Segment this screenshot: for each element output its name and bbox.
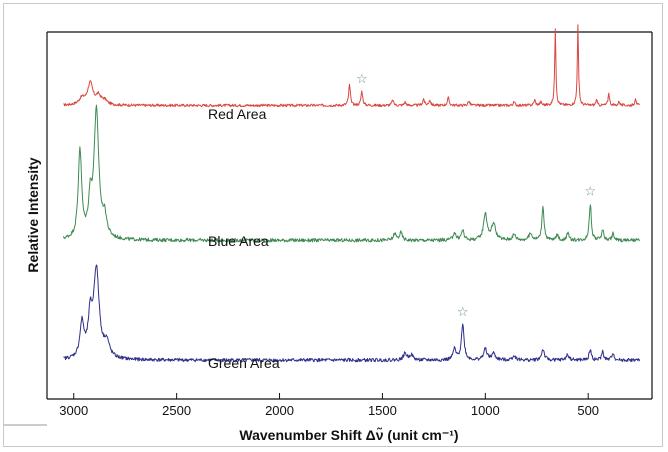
series-line-red-area bbox=[63, 24, 640, 108]
x-axis-title: Wavenumber Shift Δν̃ (unit cm⁻¹) bbox=[239, 426, 458, 443]
x-tick-label: 1500 bbox=[368, 403, 397, 418]
peak-markers: ☆ ☆ ☆ bbox=[356, 72, 596, 320]
series-label: Green Area bbox=[208, 355, 280, 371]
series-label: Red Area bbox=[208, 106, 267, 122]
series-line-green-area bbox=[63, 264, 641, 363]
x-tick-label: 2500 bbox=[162, 403, 191, 418]
y-axis-title: Relative Intensity bbox=[25, 157, 41, 272]
x-tick-label: 1000 bbox=[471, 403, 500, 418]
x-tick-label: 3000 bbox=[59, 403, 88, 418]
series-line-blue-area bbox=[63, 104, 641, 243]
star-icon: ☆ bbox=[584, 184, 596, 199]
star-icon: ☆ bbox=[457, 305, 469, 320]
series-label: Blue Area bbox=[208, 233, 269, 249]
x-tick-label: 2000 bbox=[265, 403, 294, 418]
x-ticks: 3000 2500 2000 1500 1000 500 bbox=[59, 393, 599, 418]
series-layer bbox=[63, 24, 641, 363]
x-tick-label: 500 bbox=[577, 403, 599, 418]
figure-frame bbox=[3, 3, 663, 447]
series-labels: Red Area Blue Area Green Area bbox=[208, 106, 280, 371]
star-icon: ☆ bbox=[356, 72, 368, 87]
